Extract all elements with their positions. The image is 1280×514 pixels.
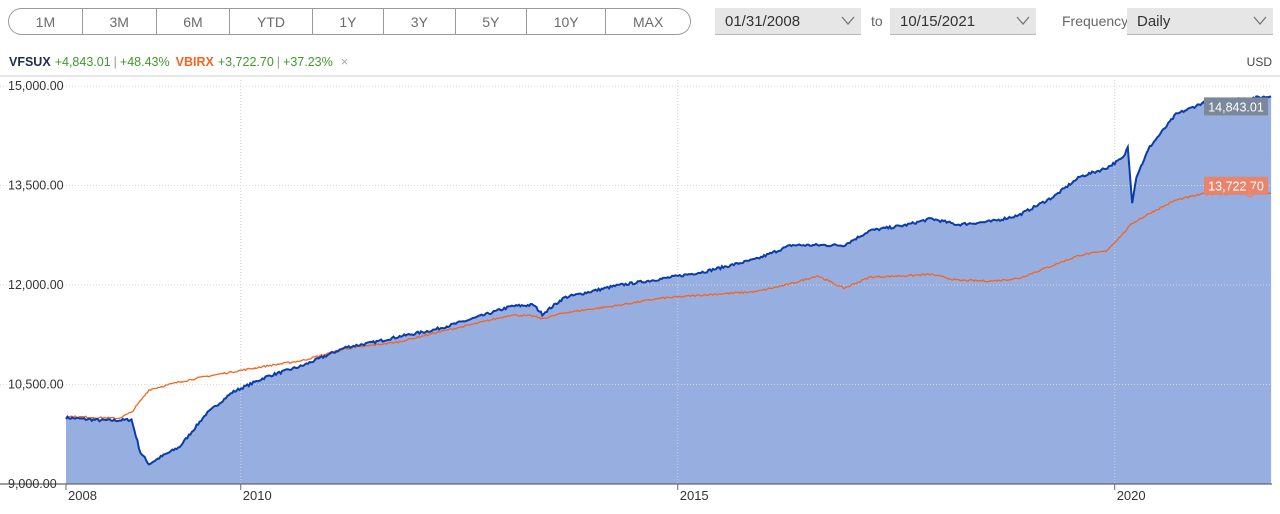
chevron-down-icon xyxy=(1253,16,1267,25)
legend-vfsux-pct: +48.43% xyxy=(119,54,170,69)
legend-separator: | xyxy=(113,54,117,69)
legend-vfsux-change: +4,843.01 xyxy=(54,54,111,69)
range-button-10y[interactable]: 10Y xyxy=(527,9,607,34)
legend-separator: | xyxy=(276,54,281,69)
start-date-select[interactable]: 01/31/2008 xyxy=(715,8,861,35)
y-tick-label: 15,000.00 xyxy=(8,79,64,93)
frequency-select[interactable]: Daily xyxy=(1127,8,1273,35)
range-button-1y[interactable]: 1Y xyxy=(313,9,385,34)
range-button-ytd[interactable]: YTD xyxy=(230,9,313,34)
legend-vfsux-ticker: VFSUX xyxy=(9,54,51,69)
vfsux-line xyxy=(65,95,1272,466)
chevron-down-icon xyxy=(841,16,855,25)
chart-legend: VFSUX +4,843.01 | +48.43% VBIRX +3,722.7… xyxy=(9,54,348,69)
legend-vbirx-ticker: VBIRX xyxy=(175,54,214,69)
end-date-select[interactable]: 10/15/2021 xyxy=(890,8,1036,35)
end-date-value: 10/15/2021 xyxy=(900,12,976,30)
vbirx-marker xyxy=(1245,188,1255,198)
vbirx-line xyxy=(65,191,1272,420)
range-button-max[interactable]: MAX xyxy=(632,13,664,30)
x-tick-label: 2010 xyxy=(243,488,272,503)
range-button-5y[interactable]: 5Y xyxy=(456,9,528,34)
remove-comparison-close-icon[interactable]: × xyxy=(340,54,349,69)
end-value-tag-text: 13,722.70 xyxy=(1208,180,1264,194)
y-tick-label: 13,500.00 xyxy=(8,179,64,193)
y-tick-label: 10,500.00 xyxy=(8,378,64,392)
end-value-tag-text: 14,843.01 xyxy=(1208,100,1264,114)
y-tick-label: 12,000.00 xyxy=(8,278,64,292)
price-chart: 9,000.00 10,500.00 12,000.00 13,500.00 15,00… xyxy=(0,75,1280,503)
range-button-1m[interactable]: 1M xyxy=(9,9,83,34)
chevron-down-icon xyxy=(1016,16,1030,25)
range-selector: 1M 3M 6M YTD 1Y 3Y 5Y 10Y MAX xyxy=(8,8,691,35)
y-tick-label: 9,000.00 xyxy=(8,477,57,491)
to-label: to xyxy=(871,13,883,29)
end-value-tag-bg xyxy=(1204,176,1268,195)
legend-vbirx-change: +3,722.70 xyxy=(217,54,274,69)
frequency-label: Frequency xyxy=(1062,13,1129,29)
range-button-3y[interactable]: 3Y xyxy=(384,9,456,34)
range-button-6m[interactable]: 6M xyxy=(157,9,231,34)
start-date-value: 01/31/2008 xyxy=(725,12,801,30)
currency-label: USD xyxy=(1246,55,1272,69)
end-value-tag-bg xyxy=(1204,97,1268,116)
x-tick-label: 2020 xyxy=(1117,488,1146,503)
x-tick-label: 2008 xyxy=(68,488,97,503)
x-tick-label: 2015 xyxy=(680,488,709,503)
frequency-value: Daily xyxy=(1137,12,1171,30)
vfsux-area xyxy=(66,96,1272,485)
range-button-3m[interactable]: 3M xyxy=(83,9,157,34)
end-value-tag-vfsux: 14,843.01 xyxy=(1204,97,1268,116)
legend-vbirx-pct: +37.23% xyxy=(283,54,333,69)
end-value-tag-vbirx: 13,722.70 xyxy=(1204,176,1268,195)
